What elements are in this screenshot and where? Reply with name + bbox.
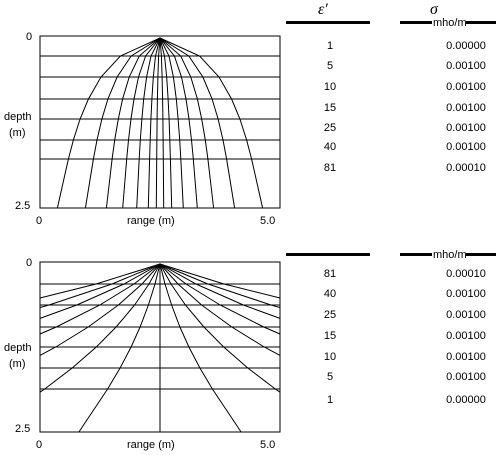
top-ray <box>84 37 161 209</box>
bottom-ray <box>39 263 161 335</box>
top-layer-epsilon-value: 10 <box>324 81 336 93</box>
top-ray <box>159 37 198 209</box>
bottom-table-header: mho/m <box>286 249 496 261</box>
bottom-ray <box>159 263 281 356</box>
top-layer-epsilon-value: 81 <box>324 162 336 174</box>
top-layer-sigma-value: 0.00100 <box>446 81 486 93</box>
top-ray <box>147 37 161 209</box>
top-ray <box>136 37 161 209</box>
top-depth-label-line1: depth <box>4 111 32 123</box>
top-layer-boundaries <box>40 55 280 160</box>
bottom-layer-sigma-value: 0.00100 <box>446 371 486 383</box>
bottom-layer-sigma-value: 0.00000 <box>446 394 486 406</box>
bottom-depth-label-line2: (m) <box>9 358 26 370</box>
bottom-depth-bottom-tick: 2.5 <box>15 423 30 435</box>
bottom-layer-epsilon-value: 5 <box>327 371 333 383</box>
top-layer-table: 1 0.00000 5 0.00100 10 0.00100 15 0.00100 25 0.00… <box>324 40 486 174</box>
top-depth-top-tick: 0 <box>26 31 32 43</box>
sigma-header-bar-left <box>400 21 432 24</box>
bottom-ray <box>159 263 281 393</box>
bottom-range-label: range (m) <box>127 439 175 451</box>
top-ray <box>155 37 161 209</box>
top-range-label: range (m) <box>127 215 175 227</box>
bottom-layer-epsilon-value: 40 <box>324 288 336 300</box>
bottom-sigma-header-bar-left <box>400 253 432 256</box>
bottom-ray <box>159 263 281 335</box>
top-layer-sigma-value: 0.00100 <box>446 141 486 153</box>
bottom-ray <box>39 263 161 319</box>
bottom-depth-top-tick: 0 <box>26 257 32 269</box>
top-ray <box>56 37 161 209</box>
top-layer-epsilon-value: 15 <box>324 102 336 114</box>
bottom-ray <box>159 263 281 319</box>
epsilon-symbol: ε′ <box>318 1 328 18</box>
top-layer-sigma-value: 0.00010 <box>446 162 486 174</box>
bottom-ray <box>39 263 161 308</box>
bottom-ray <box>39 263 161 356</box>
bottom-layer-sigma-value: 0.00100 <box>446 288 486 300</box>
table-header: ε′ σ mho/m <box>286 1 496 29</box>
top-layer-epsilon-value: 5 <box>327 60 333 72</box>
bottom-layer-epsilon-value: 10 <box>324 351 336 363</box>
top-plot-frame <box>39 35 281 209</box>
bottom-layer-sigma-value: 0.00100 <box>446 330 486 342</box>
top-ray <box>159 37 184 209</box>
bottom-depth-label-line1: depth <box>4 342 32 354</box>
bottom-ray-paths <box>39 263 281 433</box>
top-layer-epsilon-value: 1 <box>327 40 333 52</box>
top-ray <box>159 37 165 209</box>
bottom-layer-epsilon-value: 25 <box>324 309 336 321</box>
bottom-layer-sigma-value: 0.00100 <box>446 309 486 321</box>
top-layer-sigma-value: 0.00000 <box>446 40 486 52</box>
bottom-ray <box>159 263 242 433</box>
bottom-layer-sigma-value: 0.00100 <box>446 351 486 363</box>
bottom-range-right-tick: 5.0 <box>260 439 275 451</box>
top-depth-bottom-tick: 2.5 <box>15 200 30 212</box>
bottom-ray <box>78 263 161 433</box>
top-range-left-tick: 0 <box>36 215 42 227</box>
top-ray <box>159 37 264 209</box>
top-ray-paths <box>56 37 264 209</box>
bottom-epsilon-header-bar <box>286 253 370 256</box>
top-layer-sigma-value: 0.00100 <box>446 60 486 72</box>
bottom-sigma-header-bar-right <box>466 253 496 256</box>
top-layer-epsilon-value: 25 <box>324 122 336 134</box>
bottom-layer-epsilon-value: 15 <box>324 330 336 342</box>
bottom-ray <box>39 263 161 299</box>
bottom-panel: 0 2.5 depth (m) 0 range (m) 5.0 <box>4 257 281 451</box>
bottom-range-left-tick: 0 <box>36 439 42 451</box>
bottom-layer-epsilon-value: 1 <box>327 394 333 406</box>
bottom-layer-epsilon-value: 81 <box>324 268 336 280</box>
top-ray <box>159 37 215 209</box>
bottom-ray <box>39 263 161 393</box>
bottom-ray <box>159 263 281 308</box>
bottom-layer-sigma-value: 0.00010 <box>446 268 486 280</box>
top-layer-sigma-value: 0.00100 <box>446 122 486 134</box>
top-layer-epsilon-value: 40 <box>324 141 336 153</box>
sigma-symbol: σ <box>430 1 439 18</box>
top-ray <box>159 37 236 209</box>
top-ray <box>105 37 161 209</box>
top-panel: 0 2.5 depth (m) 0 range (m) 5.0 <box>4 31 281 227</box>
top-layer-sigma-value: 0.00100 <box>446 102 486 114</box>
top-ray <box>159 37 173 209</box>
epsilon-header-bar <box>286 21 370 24</box>
bottom-ray <box>159 263 281 299</box>
bottom-sigma-unit-label: mho/m <box>433 249 467 261</box>
top-range-right-tick: 5.0 <box>260 215 275 227</box>
sigma-header-bar-right <box>466 21 496 24</box>
sigma-unit-label: mho/m <box>433 17 467 29</box>
top-depth-label-line2: (m) <box>9 127 26 139</box>
top-ray <box>122 37 161 209</box>
